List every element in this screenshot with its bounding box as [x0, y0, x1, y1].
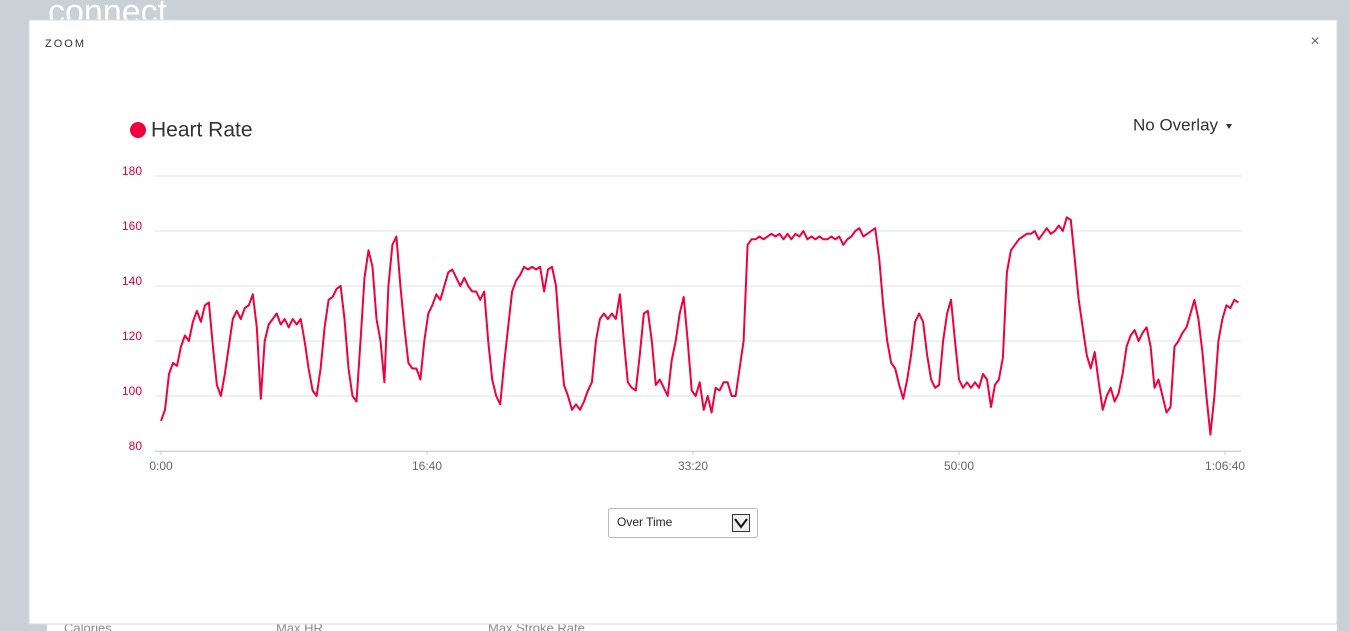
view-select-chevron[interactable]: [734, 518, 748, 529]
legend-label: Heart Rate: [151, 119, 253, 142]
stat-label: Calories: [64, 620, 112, 631]
y-tick-label: 160: [122, 219, 142, 233]
stat-label: Max HR: [276, 620, 323, 631]
y-tick-label: 100: [122, 384, 142, 398]
heart-rate-line: [160, 216, 1239, 436]
x-tick-label: 0:00: [149, 459, 173, 473]
view-select-arrow[interactable]: [732, 514, 750, 532]
overlay-select[interactable]: No Overlay: [1133, 115, 1219, 134]
y-tick-label: 140: [122, 274, 142, 288]
stat-label: Max Stroke Rate: [488, 620, 585, 631]
view-select-label[interactable]: Over Time: [617, 515, 673, 529]
x-tick-label: 16:40: [412, 459, 442, 473]
x-tick-label: 1:06:40: [1205, 459, 1245, 473]
y-tick-label: 80: [129, 439, 143, 453]
y-tick-label: 120: [122, 329, 142, 343]
modal-title: ZOOM: [45, 38, 86, 50]
overlay-caret[interactable]: [1226, 124, 1232, 129]
y-tick-label: 180: [122, 164, 142, 178]
view-select[interactable]: [608, 508, 758, 538]
close-button[interactable]: ×: [1310, 33, 1319, 50]
legend-dot: [130, 122, 146, 138]
x-tick-label: 33:20: [678, 459, 708, 473]
x-tick-label: 50:00: [944, 459, 974, 473]
